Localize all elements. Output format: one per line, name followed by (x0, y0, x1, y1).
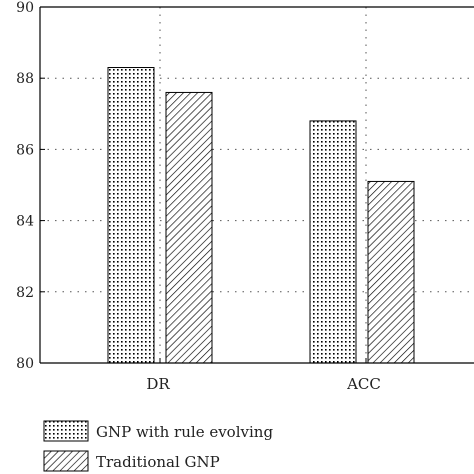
legend-label-0: GNP with rule evolving (96, 423, 273, 441)
y-tick-label-88: 88 (16, 71, 34, 87)
bar-acc-series-0 (309, 120, 357, 364)
axes (39, 6, 474, 364)
bar-acc-series-1 (367, 180, 415, 364)
bar-dr-series-1 (165, 91, 213, 364)
x-category-label-acc: ACC (346, 375, 381, 393)
y-tick-label-86: 86 (16, 142, 34, 158)
legend-swatch-0 (43, 420, 89, 442)
bar-dr-series-0 (107, 67, 155, 364)
y-axis-ticks: 80 82 84 86 88 90 (16, 0, 45, 372)
bars (107, 67, 415, 364)
x-axis-categories: DR ACC (146, 358, 381, 393)
y-tick-label-84: 84 (16, 214, 34, 230)
y-tick-label-80: 80 (16, 356, 34, 372)
y-tick-label-90: 90 (16, 0, 34, 16)
y-tick-label-82: 82 (16, 285, 34, 301)
legend-label-1: Traditional GNP (96, 453, 220, 471)
x-category-label-dr: DR (146, 375, 170, 393)
legend-swatch-1 (43, 450, 89, 472)
legend: GNP with rule evolving Traditional GNP (43, 420, 273, 472)
